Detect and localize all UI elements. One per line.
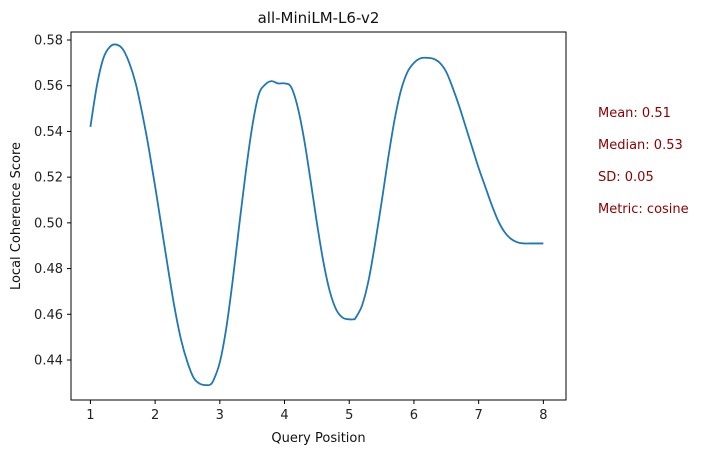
y-tick-label: 0.48 bbox=[34, 262, 63, 277]
y-tick-label: 0.50 bbox=[34, 216, 63, 231]
x-tick-label: 7 bbox=[475, 408, 483, 423]
y-tick-label: 0.46 bbox=[34, 308, 63, 323]
stat-metric: Metric: cosine bbox=[598, 202, 689, 217]
x-tick-label: 5 bbox=[345, 408, 353, 423]
x-tick-label: 6 bbox=[410, 408, 418, 423]
x-tick-label: 8 bbox=[539, 408, 547, 423]
y-tick-label: 0.52 bbox=[34, 171, 63, 186]
series-line-0 bbox=[89, 43, 544, 387]
series-group bbox=[89, 43, 544, 387]
x-tick-label: 2 bbox=[151, 408, 159, 423]
y-axis-ticks: 0.44 0.46 0.48 0.50 0.52 0.54 0.56 0.58 bbox=[34, 34, 71, 369]
x-tick-label: 4 bbox=[280, 408, 288, 423]
x-tick-label: 1 bbox=[86, 408, 94, 423]
stat-mean: Mean: 0.51 bbox=[598, 106, 671, 121]
y-tick-label: 0.56 bbox=[34, 79, 63, 94]
x-tick-label: 3 bbox=[216, 408, 224, 423]
y-tick-label: 0.58 bbox=[34, 34, 63, 49]
y-tick-label: 0.54 bbox=[34, 125, 63, 140]
x-axis-label: Query Position bbox=[271, 431, 365, 446]
y-tick-label: 0.44 bbox=[34, 354, 63, 369]
stat-sd: SD: 0.05 bbox=[598, 170, 654, 185]
stat-median: Median: 0.53 bbox=[598, 138, 683, 153]
axes-border bbox=[70, 31, 567, 401]
y-axis-label: Local Coherence Score bbox=[9, 142, 24, 290]
plot-area bbox=[70, 31, 567, 401]
chart-title: all-MiniLM-L6-v2 bbox=[258, 9, 380, 27]
x-axis-ticks: 1 2 3 4 5 6 7 8 bbox=[86, 400, 547, 423]
